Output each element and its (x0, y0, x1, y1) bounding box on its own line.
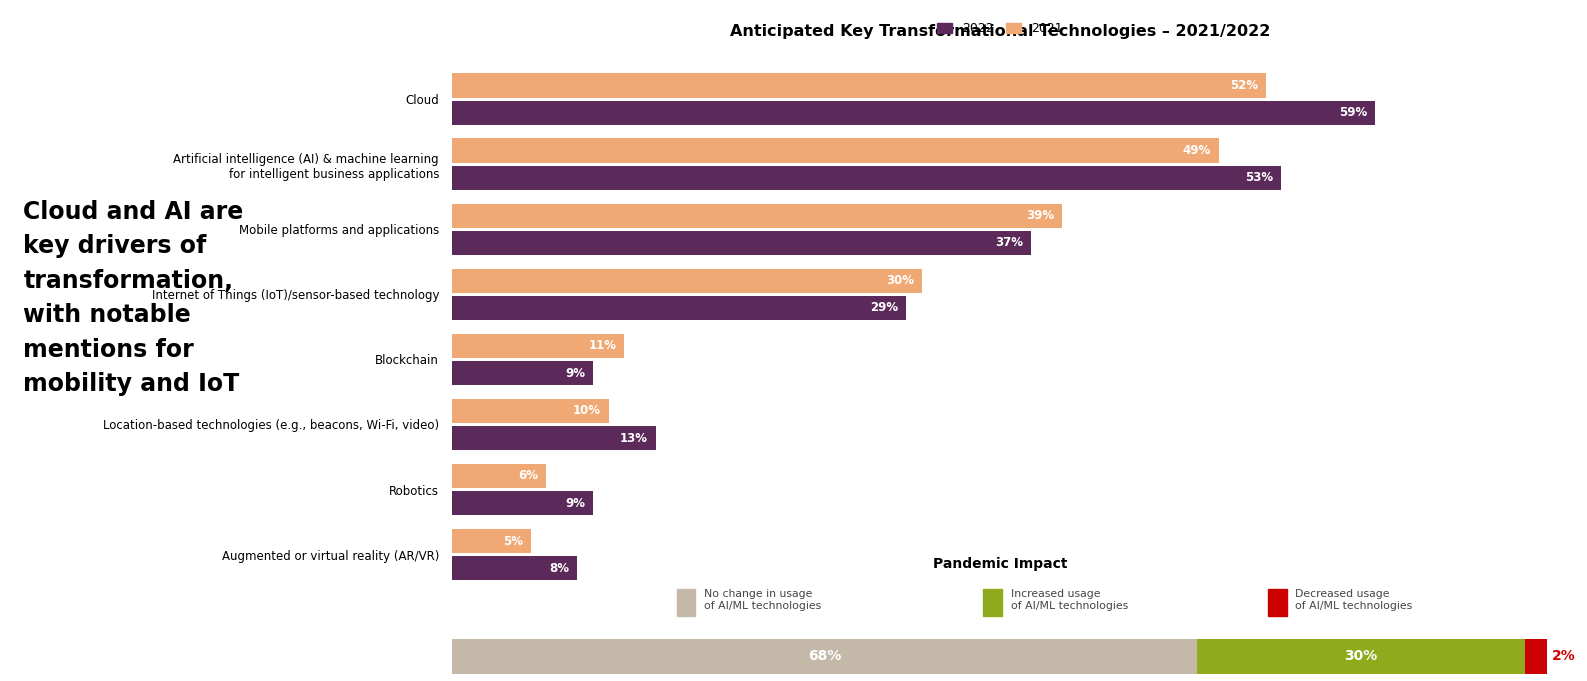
Text: 53%: 53% (1246, 172, 1273, 185)
Text: 11%: 11% (589, 339, 616, 352)
Text: 6%: 6% (519, 469, 538, 482)
Text: 59%: 59% (1339, 106, 1368, 119)
Title: Anticipated Key Transformational Technologies – 2021/2022: Anticipated Key Transformational Technol… (730, 25, 1270, 39)
Bar (452, 491, 594, 516)
Text: 9%: 9% (565, 366, 586, 379)
Bar (1525, 639, 1547, 674)
Bar (452, 361, 594, 385)
Text: No change in usage
of AI/ML technologies: No change in usage of AI/ML technologies (705, 589, 822, 611)
Bar (452, 101, 1376, 125)
Text: Increased usage
of AI/ML technologies: Increased usage of AI/ML technologies (1011, 589, 1128, 611)
Bar (452, 334, 624, 358)
Text: 9%: 9% (565, 496, 586, 509)
Bar (452, 639, 1197, 674)
Text: 37%: 37% (995, 236, 1024, 249)
Bar (452, 556, 578, 580)
Bar (1197, 639, 1525, 674)
Text: Pandemic Impact: Pandemic Impact (933, 557, 1066, 571)
Bar (452, 529, 530, 553)
Bar (1268, 588, 1287, 616)
Text: 39%: 39% (1027, 209, 1054, 222)
Bar (452, 268, 922, 293)
Text: Cloud and AI are
key drivers of
transformation,
with notable
mentions for
mobili: Cloud and AI are key drivers of transfor… (24, 200, 244, 396)
Text: 5%: 5% (503, 535, 522, 548)
Bar (676, 588, 695, 616)
Text: 2%: 2% (1552, 650, 1576, 663)
Text: 10%: 10% (573, 405, 601, 417)
Bar (452, 399, 609, 423)
Legend: 2022, 2021: 2022, 2021 (932, 17, 1068, 40)
Bar (984, 588, 1001, 616)
Text: 30%: 30% (1344, 650, 1378, 663)
Text: 13%: 13% (621, 432, 647, 445)
Bar (452, 165, 1281, 190)
Bar (452, 296, 906, 320)
Text: 29%: 29% (870, 302, 898, 315)
Text: 49%: 49% (1182, 144, 1211, 157)
Bar (452, 464, 546, 488)
Text: Decreased usage
of AI/ML technologies: Decreased usage of AI/ML technologies (1295, 589, 1412, 611)
Bar (452, 204, 1062, 227)
Bar (452, 231, 1032, 255)
Bar (452, 426, 655, 450)
Bar (452, 138, 1219, 163)
Bar (452, 74, 1266, 97)
Text: 8%: 8% (549, 562, 570, 575)
Text: 68%: 68% (808, 650, 841, 663)
Text: 30%: 30% (886, 274, 914, 287)
Text: 52%: 52% (1230, 79, 1258, 92)
